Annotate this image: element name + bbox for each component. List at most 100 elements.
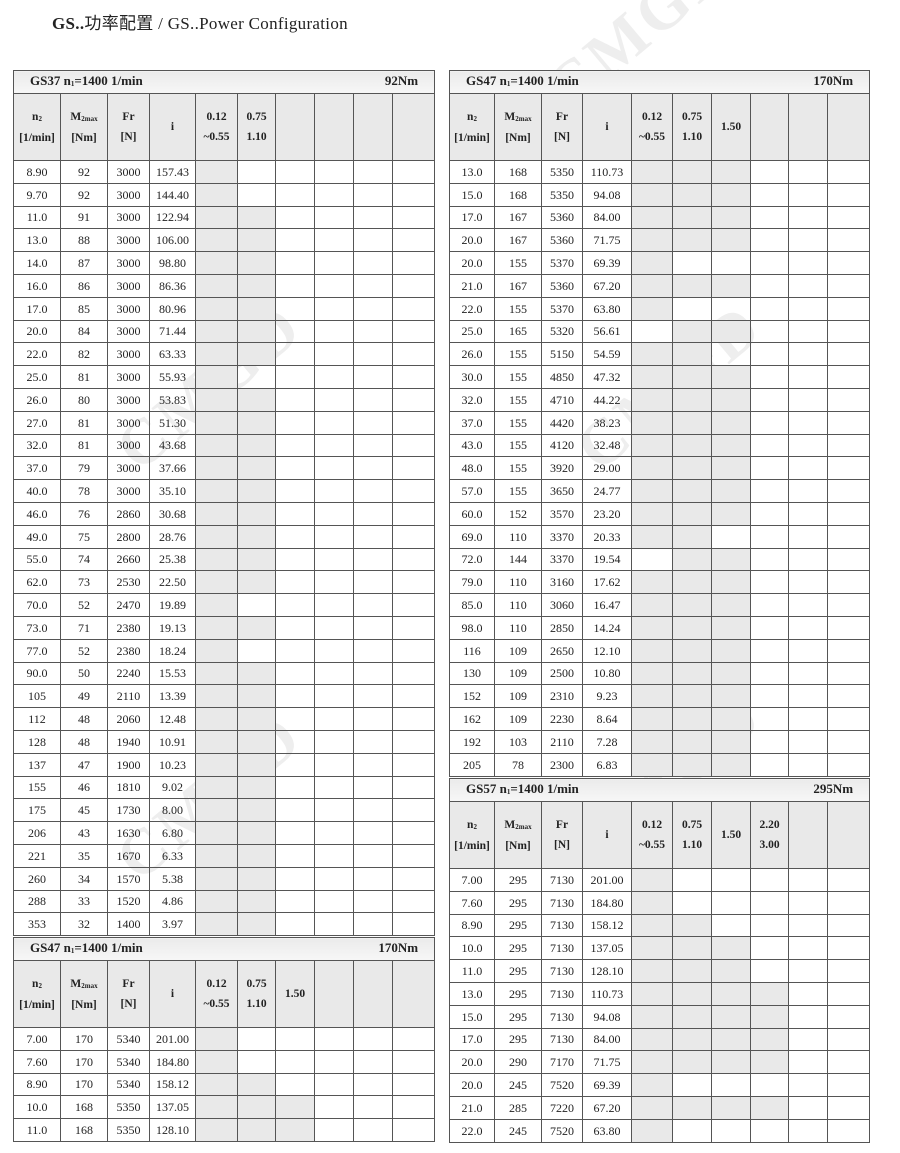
- cell-power-availability: [826, 205, 871, 230]
- cell-m2max: 109: [494, 707, 542, 731]
- cell-m2max: 155: [494, 410, 542, 435]
- cell-n2: 25.0: [13, 365, 61, 389]
- cell-power-availability: [711, 524, 751, 549]
- cell-power-availability: [672, 868, 712, 892]
- cell-n2: 155: [13, 775, 61, 800]
- cell-m2max: 110: [494, 615, 542, 640]
- table-row: 14.0 87 3000 98.80: [13, 251, 436, 275]
- cell-ratio: 12.48: [149, 707, 196, 731]
- cell-power-availability: [788, 752, 828, 777]
- cell-ratio: 10.91: [149, 729, 196, 754]
- cell-power-availability: [314, 661, 354, 686]
- cell-n2: 70.0: [13, 593, 61, 617]
- cell-ratio: 5.38: [149, 866, 196, 891]
- cell-power-availability: [195, 707, 238, 731]
- table-row: 15.0 168 5350 94.08: [449, 182, 871, 207]
- table-row: 205 78 2300 6.83: [449, 752, 871, 777]
- cell-power-availability: [275, 205, 315, 230]
- cell-power-availability: [237, 707, 276, 731]
- cell-power-availability: [353, 661, 393, 686]
- cell-power-availability: [750, 729, 789, 754]
- header-power-kw: 0.75 1.10: [237, 93, 276, 161]
- cell-power-availability: [195, 433, 238, 458]
- cell-power-availability: [631, 1050, 673, 1075]
- cell-power-availability: [826, 936, 871, 961]
- table-row: 130 109 2500 10.80: [449, 661, 871, 686]
- cell-fr: 3000: [107, 319, 150, 344]
- cell-power-availability: [353, 410, 393, 435]
- cell-power-availability: [391, 273, 436, 298]
- table-title-row: GS47 n1=1400 1/min 170Nm: [448, 70, 871, 94]
- cell-power-availability: [750, 593, 789, 617]
- cell-power-availability: [195, 524, 238, 549]
- cell-power-availability: [788, 593, 828, 617]
- cell-power-availability: [711, 205, 751, 230]
- table-title: GS47 n1=1400 1/min 170Nm: [12, 937, 436, 961]
- cell-n2: 260: [13, 866, 61, 891]
- cell-power-availability: [314, 228, 354, 253]
- cell-n2: 37.0: [449, 410, 495, 435]
- cell-power-availability: [391, 501, 436, 526]
- cell-fr: 3000: [107, 251, 150, 275]
- cell-power-availability: [391, 1049, 436, 1074]
- cell-n2: 14.0: [13, 251, 61, 275]
- table-row: 17.0 85 3000 80.96: [13, 296, 436, 321]
- cell-m2max: 295: [494, 1004, 542, 1029]
- cell-power-availability: [750, 1095, 789, 1120]
- cell-n2: 69.0: [449, 524, 495, 549]
- cell-power-availability: [788, 433, 828, 458]
- cell-m2max: 48: [60, 729, 108, 754]
- cell-ratio: 30.68: [149, 501, 196, 526]
- cell-power-availability: [275, 1118, 315, 1142]
- cell-n2: 22.0: [449, 1118, 495, 1143]
- cell-power-availability: [237, 228, 276, 253]
- cell-m2max: 49: [60, 684, 108, 709]
- cell-power-availability: [711, 1073, 751, 1097]
- cell-n2: 22.0: [449, 296, 495, 321]
- cell-fr: 3000: [107, 365, 150, 389]
- cell-power-availability: [672, 319, 712, 344]
- cell-fr: 2310: [541, 684, 583, 709]
- table-row: 22.0 82 3000 63.33: [13, 342, 436, 367]
- cell-power-availability: [750, 251, 789, 275]
- cell-power-availability: [237, 182, 276, 207]
- cell-n2: 20.0: [449, 1050, 495, 1075]
- cell-fr: 5350: [541, 160, 583, 184]
- cell-power-availability: [826, 890, 871, 915]
- cell-ratio: 184.80: [582, 890, 632, 915]
- cell-power-availability: [826, 273, 871, 298]
- cell-power-availability: [750, 1004, 789, 1029]
- table-row: 26.0 155 5150 54.59: [449, 342, 871, 367]
- cell-ratio: 84.00: [582, 1027, 632, 1052]
- cell-ratio: 201.00: [149, 1027, 196, 1051]
- cell-power-availability: [314, 1027, 354, 1051]
- table-row: 17.0 295 7130 84.00: [449, 1027, 871, 1052]
- cell-power-availability: [195, 570, 238, 595]
- cell-power-availability: [826, 410, 871, 435]
- cell-fr: 5360: [541, 273, 583, 298]
- cell-power-availability: [788, 319, 828, 344]
- cell-n2: 17.0: [449, 1027, 495, 1052]
- cell-power-availability: [826, 456, 871, 481]
- cell-power-availability: [631, 182, 673, 207]
- cell-power-availability: [391, 661, 436, 686]
- cell-n2: 73.0: [13, 615, 61, 640]
- table-row: 8.90 295 7130 158.12: [449, 913, 871, 938]
- cell-power-availability: [672, 1073, 712, 1097]
- cell-power-availability: [631, 228, 673, 253]
- table-row: 20.0 167 5360 71.75: [449, 228, 871, 253]
- cell-power-availability: [275, 182, 315, 207]
- cell-power-availability: [391, 912, 436, 937]
- cell-n2: 221: [13, 843, 61, 868]
- cell-power-availability: [275, 1095, 315, 1120]
- cell-fr: 5350: [107, 1095, 150, 1120]
- cell-n2: 11.0: [13, 1118, 61, 1142]
- cell-fr: 7130: [541, 1004, 583, 1029]
- table-row: 49.0 75 2800 28.76: [13, 524, 436, 549]
- cell-power-availability: [750, 433, 789, 458]
- cell-power-availability: [631, 365, 673, 389]
- cell-fr: 2470: [107, 593, 150, 617]
- cell-power-availability: [826, 1095, 871, 1120]
- cell-power-availability: [826, 707, 871, 731]
- cell-power-availability: [672, 615, 712, 640]
